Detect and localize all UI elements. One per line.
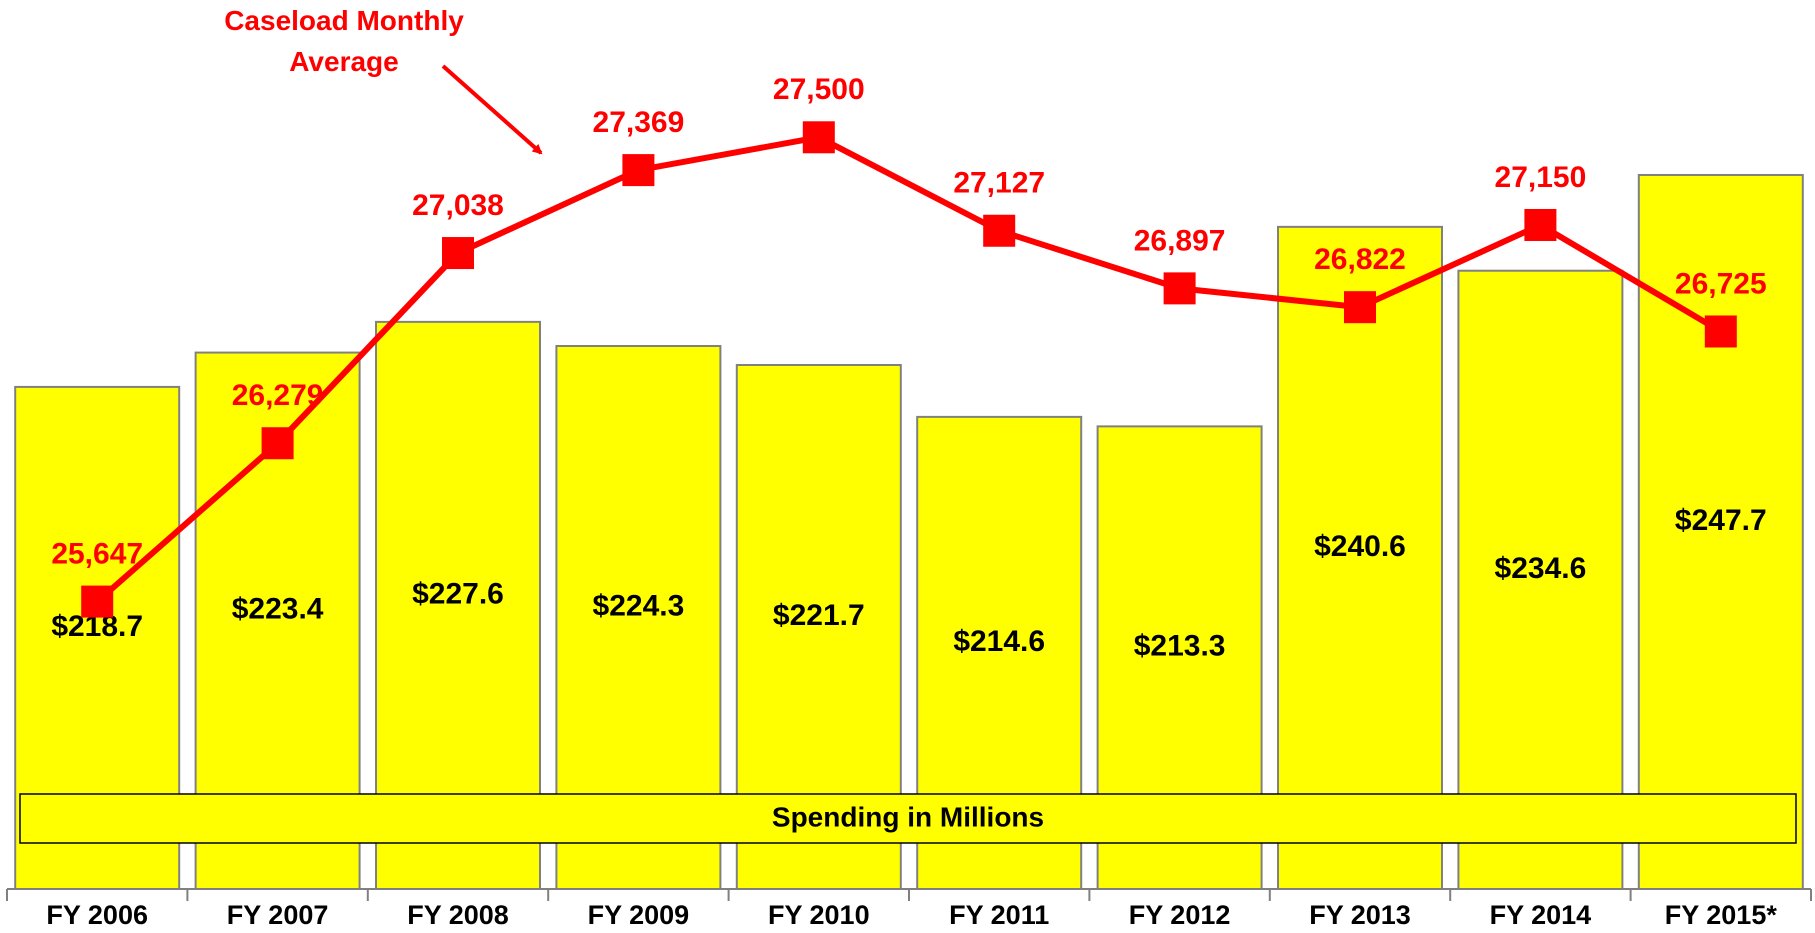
bars [14,173,1804,891]
bar-value-label: $227.6 [412,577,504,610]
x-tick-label: FY 2006 [46,900,148,930]
annotation-arrow [441,64,543,155]
caseload-marker [81,585,114,618]
x-tick-label: FY 2010 [768,900,870,930]
line-value-label: 27,150 [1495,161,1587,194]
line-value-label: 26,279 [232,379,324,412]
line-value-label: 27,369 [593,106,685,139]
line-value-label: 27,038 [412,189,504,222]
bar-value-label: $234.6 [1495,552,1587,585]
x-tick-label: FY 2008 [407,900,509,930]
line-value-label: 27,127 [953,167,1045,200]
overlay: $218.7$223.4 $227.6 $224.3 $221.7$214.6 $213… [19,73,1797,844]
line-value-label: 27,500 [773,73,865,106]
bar-value-label: $214.6 [953,625,1045,658]
bar [1277,225,1443,891]
caseload-marker [261,427,294,460]
caseload-marker [1163,272,1196,305]
x-tick-label: FY 2015* [1665,900,1778,930]
x-tick-label: FY 2014 [1490,900,1592,930]
bar-value-label: $223.4 [232,593,324,626]
bar-value-label: $213.3 [1134,630,1226,663]
caseload-marker [1524,208,1557,241]
caseload-marker [983,214,1016,247]
line-value-label: 26,725 [1675,267,1767,300]
line-value-label: 26,822 [1314,243,1406,276]
caseload-marker [1344,291,1376,324]
bar-value-label: $224.3 [593,589,685,622]
series-annotation: Caseload Monthly Average [224,5,464,77]
bar-value-label: $221.7 [773,599,865,632]
series-label-box [19,793,1797,844]
line-value-label: 25,647 [51,538,143,571]
x-tick-label: FY 2007 [227,900,329,930]
bar-value-label: $247.7 [1675,504,1767,537]
caseload-marker [1704,315,1737,348]
caseload-marker [622,154,655,187]
caseload-line [95,134,1723,604]
x-tick-label: FY 2012 [1129,900,1231,930]
line-value-label: 26,897 [1134,224,1226,257]
x-tick-label: FY 2011 [949,900,1049,930]
caseload-marker [442,237,474,270]
x-tick-label: FY 2013 [1309,900,1411,930]
bar-value-label: $240.6 [1314,530,1406,563]
bar [1637,173,1804,890]
series-label: Spending in Millions [772,801,1044,832]
caseload-marker [802,121,835,154]
x-tick-label: FY 2009 [588,900,690,930]
